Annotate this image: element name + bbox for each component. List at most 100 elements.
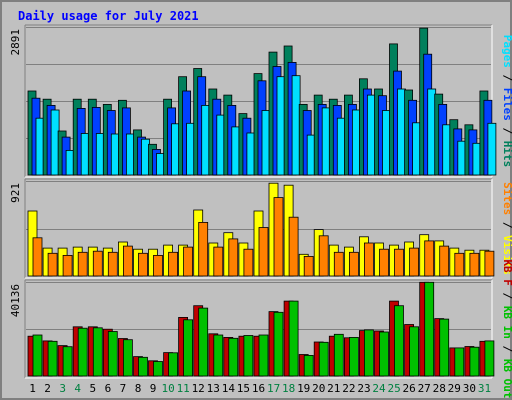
y-max-label: 2891 — [9, 29, 22, 56]
axis-label-traffic: KB F / KB In / KB Out — [501, 259, 512, 398]
bar-sites-day-5 — [92, 250, 103, 277]
bar-kb-in-day-16 — [258, 334, 269, 377]
x-tick-label-day-12: 12 — [192, 382, 205, 395]
axis-label-part: KB F — [501, 259, 512, 286]
bar-kb-in-day-13 — [213, 334, 224, 377]
bar-kb-in-day-27 — [424, 281, 435, 377]
x-tick-label-day-20: 20 — [312, 382, 325, 395]
x-tick-label-day-3: 3 — [59, 382, 66, 395]
bar-kb-in-day-14 — [228, 337, 239, 377]
bar-kb-in-day-7 — [123, 339, 133, 377]
bar-sites-day-4 — [77, 251, 88, 277]
bar-sites-day-18 — [288, 216, 299, 277]
bar-sites-day-12 — [198, 221, 209, 277]
axis-label-part: / — [501, 215, 512, 235]
bar-sites-day-19 — [303, 255, 314, 277]
bar-kb-in-day-5 — [92, 327, 103, 377]
x-tick-label-day-24: 24 — [372, 382, 386, 395]
bar-kb-in-day-21 — [333, 333, 344, 377]
y-max-label: 921 — [9, 183, 22, 203]
bar-pages-day-31 — [487, 122, 497, 176]
x-tick-label-day-26: 26 — [402, 382, 415, 395]
bar-sites-day-30 — [469, 252, 480, 277]
bar-sites-day-28 — [439, 245, 450, 277]
x-tick-label-day-4: 4 — [74, 382, 81, 395]
bar-kb-in-day-10 — [168, 352, 179, 377]
axis-label-part: KB Out — [501, 359, 512, 399]
x-tick-label-day-27: 27 — [418, 382, 431, 395]
x-tick-label-day-6: 6 — [105, 382, 112, 395]
bar-sites-day-6 — [107, 251, 118, 277]
bar-sites-day-7 — [123, 245, 133, 277]
bar-kb-in-day-31 — [484, 340, 495, 377]
x-tick-label-day-14: 14 — [222, 382, 236, 395]
axis-label-part: Files — [501, 88, 512, 121]
bar-sites-day-27 — [424, 240, 435, 277]
bar-kb-in-day-26 — [409, 326, 420, 377]
axis-label-part: / — [501, 339, 512, 359]
bar-sites-day-31 — [484, 250, 495, 277]
bar-sites-day-23 — [363, 242, 374, 277]
x-tick-label-day-13: 13 — [207, 382, 220, 395]
bar-sites-day-17 — [273, 197, 284, 277]
bar-sites-day-13 — [213, 246, 224, 277]
bar-sites-day-15 — [243, 248, 254, 277]
axis-label-part: KB In — [501, 306, 512, 339]
bar-sites-day-25 — [394, 248, 404, 277]
x-tick-label-day-25: 25 — [387, 382, 400, 395]
y-max-label: 40136 — [9, 284, 22, 317]
x-tick-label-day-1: 1 — [29, 382, 36, 395]
axis-label-part: Sites — [501, 182, 512, 215]
bar-kb-in-day-25 — [394, 305, 404, 377]
x-tick-label-day-31: 31 — [478, 382, 491, 395]
x-tick-label-day-17: 17 — [267, 382, 280, 395]
bar-kb-in-day-28 — [439, 318, 450, 377]
x-tick-label-day-23: 23 — [357, 382, 370, 395]
bar-kb-in-day-4 — [77, 327, 88, 377]
x-tick-label-day-9: 9 — [150, 382, 157, 395]
bar-kb-in-day-12 — [198, 307, 209, 377]
x-tick-label-day-10: 10 — [161, 382, 174, 395]
bar-sites-day-14 — [228, 238, 239, 277]
bar-sites-day-21 — [333, 251, 344, 277]
x-tick-label-day-30: 30 — [463, 382, 476, 395]
bar-sites-day-24 — [379, 248, 389, 277]
axis-label-part: Hits — [501, 141, 512, 168]
axis-label-visitors: Sites / Visits — [501, 182, 512, 275]
bar-kb-in-day-2 — [47, 340, 58, 377]
axis-label-part: / — [501, 286, 512, 306]
bar-kb-in-day-24 — [379, 331, 389, 377]
bar-kb-in-day-8 — [138, 356, 148, 377]
x-tick-label-day-19: 19 — [297, 382, 310, 395]
bar-kb-in-day-29 — [454, 347, 465, 377]
x-tick-label-day-21: 21 — [327, 382, 340, 395]
bar-kb-in-day-22 — [348, 336, 359, 377]
panel-traffic: 40136 KB F / KB In / KB Out — [9, 259, 512, 398]
x-tick-label-day-7: 7 — [120, 382, 127, 395]
axis-label-part: / — [501, 121, 512, 141]
axis-label-requests: Pages / Files / Hits — [501, 35, 512, 168]
bar-kb-in-day-23 — [363, 329, 374, 377]
panel-requests: 2891 Pages / Files / Hits — [9, 24, 512, 178]
x-tick-label-day-28: 28 — [433, 382, 446, 395]
bar-kb-in-day-20 — [318, 341, 329, 377]
bar-kb-in-day-17 — [273, 311, 284, 377]
bar-sites-day-10 — [168, 251, 179, 277]
x-tick-label-day-8: 8 — [135, 382, 142, 395]
bar-sites-day-29 — [454, 252, 465, 277]
bar-sites-day-8 — [138, 252, 148, 277]
x-tick-label-day-5: 5 — [89, 382, 96, 395]
bar-kb-in-day-18 — [288, 300, 299, 377]
bar-sites-day-16 — [258, 227, 269, 277]
axis-label-part: / — [501, 68, 512, 88]
bar-kb-in-day-30 — [469, 346, 480, 377]
axis-label-part: Visits — [501, 235, 512, 275]
bar-kb-in-day-6 — [107, 331, 118, 377]
bar-sites-day-3 — [62, 254, 73, 277]
bar-kb-in-day-15 — [243, 335, 254, 377]
bar-sites-day-2 — [47, 252, 58, 277]
x-tick-label-day-16: 16 — [252, 382, 265, 395]
panel-visitors: 921 Sites / Visits — [9, 178, 512, 279]
bar-sites-day-22 — [348, 251, 359, 277]
